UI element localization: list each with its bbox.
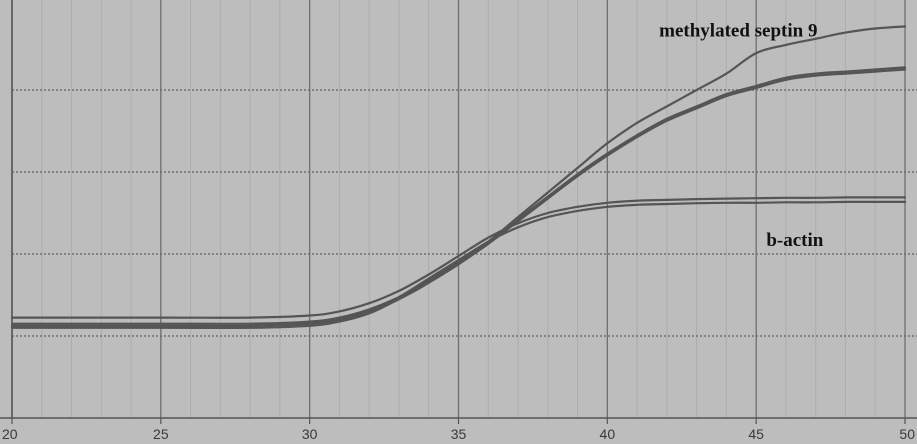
annotation-b-actin: b-actin (766, 230, 823, 251)
x-tick-label: 35 (451, 426, 467, 442)
x-tick-label: 40 (600, 426, 616, 442)
x-tick-label: 45 (748, 426, 764, 442)
x-tick-label: 25 (153, 426, 169, 442)
annotation-methylated-septin-9: methylated septin 9 (659, 21, 817, 42)
x-axis (0, 0, 917, 424)
x-tick-label: 50 (899, 426, 915, 442)
annotations: methylated septin 9 b-actin (659, 21, 824, 251)
series-line-4 (10, 196, 907, 319)
x-tick-label: 30 (302, 426, 318, 442)
series-line-5 (10, 200, 907, 328)
x-tick-labels: 20 25 30 35 40 45 50 (2, 426, 915, 442)
series-line-2 (10, 66, 907, 325)
x-tick-label: 20 (2, 426, 18, 442)
series-line-3 (10, 68, 907, 330)
series-lines (10, 25, 907, 330)
